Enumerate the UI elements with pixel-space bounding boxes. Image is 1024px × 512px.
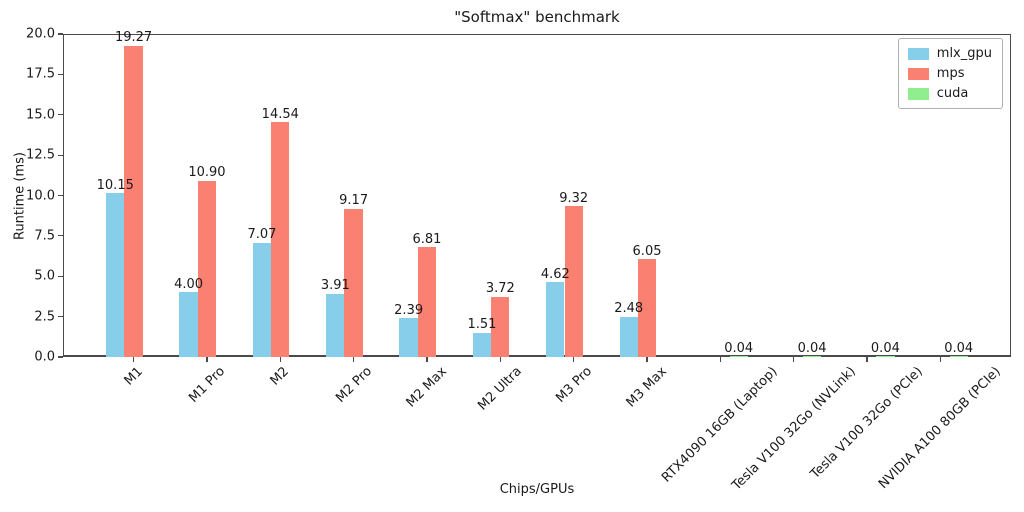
bar-mps xyxy=(124,45,143,357)
bar-value-label: 6.05 xyxy=(632,243,662,259)
bar-mps xyxy=(491,296,510,357)
y-tick-label: 12.5 xyxy=(26,147,55,163)
y-tick-mark xyxy=(58,235,63,237)
bar-mlx_gpu xyxy=(326,293,345,357)
bar-mlx_gpu xyxy=(619,316,638,357)
y-tick-mark xyxy=(58,194,63,197)
bar-value-label: 2.48 xyxy=(614,301,644,317)
x-tick-mark xyxy=(132,357,135,362)
bar-value-label: 0.04 xyxy=(724,340,754,356)
bar-value-label: 0.04 xyxy=(870,340,900,356)
bar-value-label: 2.39 xyxy=(394,302,424,318)
bar-value-label: 3.91 xyxy=(320,278,350,294)
y-tick-label: 15.0 xyxy=(26,107,55,123)
bar-value-label: 1.51 xyxy=(467,317,497,333)
x-tick-label: M1 Pro xyxy=(186,363,229,406)
y-tick-mark xyxy=(58,114,63,116)
bar-mps xyxy=(344,208,363,357)
x-tick-label: M2 Pro xyxy=(332,363,375,406)
bar-value-label: 7.07 xyxy=(247,227,277,243)
bar-value-label: 0.04 xyxy=(797,340,827,356)
legend-label: cuda xyxy=(936,86,969,101)
legend-swatch-cuda xyxy=(907,87,929,100)
bar-value-label: 9.17 xyxy=(339,193,369,209)
bar-value-label: 0.04 xyxy=(944,340,974,356)
bar-mlx_gpu xyxy=(546,282,565,357)
x-axis-label: Chips/GPUs xyxy=(499,482,575,497)
y-tick-mark xyxy=(58,154,63,156)
x-tick-mark xyxy=(866,357,868,362)
x-tick-label: M3 Max xyxy=(623,364,670,411)
bar-value-label: 3.72 xyxy=(485,281,515,297)
bar-cuda xyxy=(729,356,748,357)
chart-title: "Softmax" benchmark xyxy=(454,8,620,26)
legend-swatch-mps xyxy=(907,67,929,80)
y-tick-mark xyxy=(58,73,63,75)
bar-mlx_gpu xyxy=(179,292,198,357)
bar-mps xyxy=(564,206,583,357)
bar-mps xyxy=(197,180,217,357)
y-tick-label: 0.0 xyxy=(34,349,55,365)
bar-value-label: 9.32 xyxy=(559,190,589,206)
x-tick-label: M2 Ultra xyxy=(475,363,526,414)
bar-value-label: 4.62 xyxy=(540,266,570,282)
y-tick-label: 2.5 xyxy=(34,309,55,325)
y-tick-label: 5.0 xyxy=(34,268,55,284)
x-tick-label: M1 xyxy=(121,364,146,389)
legend-swatch-mlx_gpu xyxy=(907,47,929,60)
x-tick-label: M3 Pro xyxy=(552,363,595,406)
x-tick-label: M2 xyxy=(267,364,293,389)
legend-label: mps xyxy=(936,66,965,81)
bar-value-label: 14.54 xyxy=(261,106,299,122)
bar-mlx_gpu xyxy=(252,242,272,357)
x-tick-mark xyxy=(279,357,281,362)
x-tick-mark xyxy=(793,357,795,362)
bar-mps xyxy=(271,122,290,357)
y-tick-mark xyxy=(58,356,63,358)
y-tick-mark xyxy=(58,33,63,35)
x-tick-mark xyxy=(206,357,208,362)
bar-mps xyxy=(417,247,437,357)
y-tick-label: 7.5 xyxy=(34,228,55,244)
y-tick-mark xyxy=(58,316,63,318)
bar-mps xyxy=(637,259,657,357)
bar-cuda xyxy=(802,356,822,357)
bar-mlx_gpu xyxy=(472,332,492,357)
legend-item: cuda xyxy=(907,86,992,101)
bar-value-label: 10.90 xyxy=(188,165,226,181)
x-tick-mark xyxy=(353,357,355,362)
bar-cuda xyxy=(949,356,968,357)
x-tick-mark xyxy=(426,357,428,362)
legend-item: mps xyxy=(907,66,992,81)
x-tick-label: Tesla V100 32Go (NVLink) xyxy=(729,363,859,494)
y-tick-mark xyxy=(58,275,63,277)
bar-value-label: 4.00 xyxy=(174,276,204,292)
bar-cuda xyxy=(876,356,895,357)
y-tick-label: 20.0 xyxy=(26,26,55,42)
x-tick-label: M2 Max xyxy=(403,364,450,411)
x-tick-mark xyxy=(939,357,941,362)
x-tick-mark xyxy=(719,357,721,362)
y-tick-label: 10.0 xyxy=(26,188,55,203)
plot-area xyxy=(63,34,1011,357)
bar-value-label: 6.81 xyxy=(412,231,442,247)
x-tick-mark xyxy=(499,357,501,362)
x-tick-mark xyxy=(646,357,648,362)
bar-mlx_gpu xyxy=(106,193,125,357)
bar-value-label: 19.27 xyxy=(114,30,153,46)
bar-value-label: 10.15 xyxy=(96,177,134,193)
y-tick-label: 17.5 xyxy=(26,66,55,82)
x-tick-mark xyxy=(573,357,575,362)
bar-mlx_gpu xyxy=(399,318,418,357)
legend-label: mlx_gpu xyxy=(936,46,992,61)
legend-item: mlx_gpu xyxy=(907,46,992,61)
